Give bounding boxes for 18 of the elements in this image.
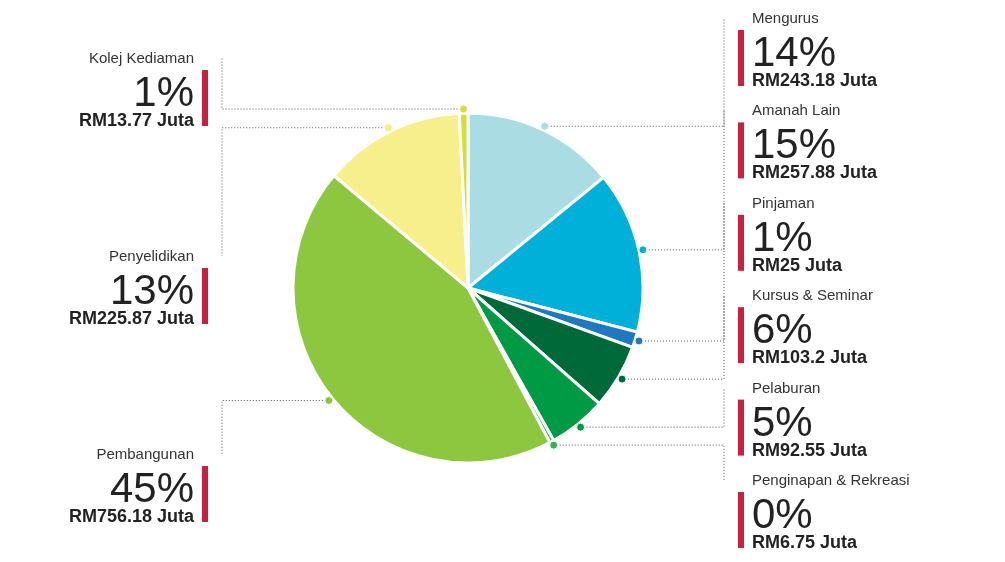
data-label: 45% RM756.18 Juta: [68, 464, 195, 526]
slice-label: Mengurus: [752, 9, 819, 26]
data-label: 5% RM92.55 Juta: [752, 397, 869, 460]
slice-label: Penginapan & Rekreasi: [752, 471, 910, 488]
data-label: 1% RM13.77 Juta: [78, 68, 195, 130]
slice-label: Pinjaman: [752, 193, 815, 211]
slice-label: Pembangunan: [96, 445, 194, 462]
slice-label: Amanah Lain: [752, 101, 841, 119]
data-label: 13% RM225.87 Juta: [68, 266, 195, 328]
data-label: 0% RM6.75 Juta: [752, 490, 859, 552]
data-label: 15% RM257.88 Juta: [752, 120, 879, 183]
data-label: 14% RM243.18 Juta: [752, 28, 879, 90]
data-label: 6% RM103.2 Juta: [752, 305, 869, 368]
slice-label: Kursus & Seminar: [752, 286, 873, 304]
slice-label: Kolej Kediaman: [88, 49, 194, 66]
slice-label: Penyelidikan: [108, 247, 194, 264]
slice-label: Pelaburan: [752, 378, 821, 396]
data-label: 1% RM25 Juta: [752, 212, 844, 275]
